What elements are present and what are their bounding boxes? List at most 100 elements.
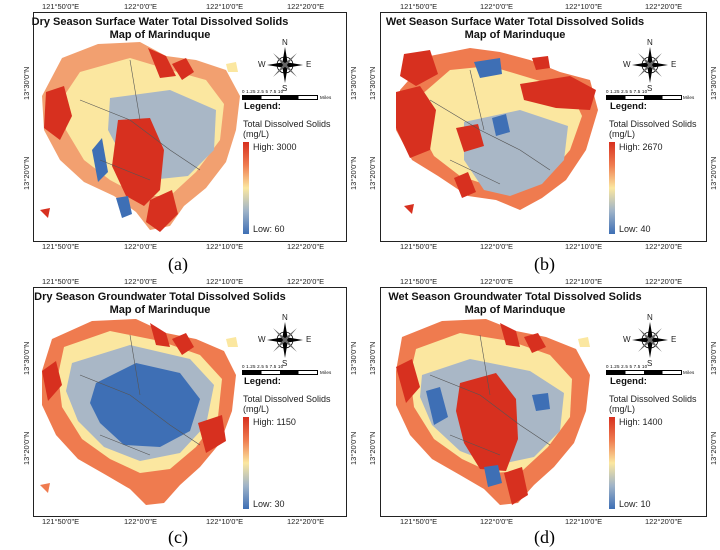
map-subtitle: Map of Marinduque bbox=[464, 29, 566, 41]
top-tick-4: 122°20'0"E bbox=[645, 277, 683, 286]
map-subtitle: Map of Marinduque bbox=[109, 304, 211, 316]
legend-line1: Total Dissolved Solids bbox=[243, 394, 331, 404]
legend-low: Low: 30 bbox=[253, 499, 285, 509]
bottom-tick-3: 122°10'0"E bbox=[206, 242, 244, 251]
scale-numbers: 0 1.25 2.5 5 7.5 10 bbox=[242, 364, 284, 369]
scale-numbers: 0 1.25 2.5 5 7.5 10 bbox=[606, 364, 648, 369]
bottom-tick-3: 122°10'0"E bbox=[206, 517, 244, 526]
bottom-tick-1: 121°50'0"E bbox=[42, 517, 80, 526]
zone-blue-south bbox=[484, 465, 502, 487]
islet-2 bbox=[404, 204, 414, 214]
islet-1 bbox=[532, 56, 550, 70]
legend-line1: Total Dissolved Solids bbox=[243, 119, 331, 129]
panel-label: (a) bbox=[168, 254, 188, 274]
zone-red-east bbox=[520, 76, 596, 110]
legend-title: Legend: bbox=[610, 101, 647, 112]
legend-high: High: 1400 bbox=[619, 417, 663, 427]
compass-icon bbox=[632, 47, 668, 83]
zone-red-north bbox=[500, 323, 520, 347]
legend-line2: (mg/L) bbox=[609, 129, 636, 139]
top-tick-3: 122°10'0"E bbox=[565, 2, 603, 11]
islet-2 bbox=[578, 337, 590, 347]
map-subtitle: Map of Marinduque bbox=[109, 29, 211, 41]
zone-red-west bbox=[42, 361, 62, 401]
top-tick-1: 121°50'0"E bbox=[42, 277, 80, 286]
zone-blue-south bbox=[116, 196, 132, 218]
compass-icon bbox=[632, 322, 668, 358]
legend-high: High: 2670 bbox=[619, 142, 663, 152]
zone-red-south bbox=[146, 190, 178, 232]
legend-low: Low: 40 bbox=[619, 224, 651, 234]
compass-s: S bbox=[647, 84, 653, 93]
scale-unit: Miles bbox=[683, 95, 695, 100]
legend-title: Legend: bbox=[244, 101, 281, 112]
panel-label: (c) bbox=[168, 527, 188, 547]
zone-red-east bbox=[198, 415, 226, 453]
bottom-tick-3: 122°10'0"E bbox=[565, 242, 603, 251]
zone-blue-center bbox=[90, 363, 200, 447]
zone-red-north bbox=[150, 323, 170, 347]
panel-b: 121°50'0"E 122°0'0"E 122°10'0"E 122°20'0… bbox=[360, 0, 720, 275]
legend-high: High: 1150 bbox=[253, 417, 296, 427]
legend-color-bar bbox=[243, 417, 249, 509]
legend-line2: (mg/L) bbox=[243, 129, 270, 139]
top-tick-3: 122°10'0"E bbox=[565, 277, 603, 286]
scale-bar bbox=[242, 370, 318, 375]
islet-1 bbox=[524, 333, 546, 353]
top-tick-2: 122°0'0"E bbox=[124, 277, 157, 286]
scale-unit: Miles bbox=[320, 95, 332, 100]
bottom-tick-3: 122°10'0"E bbox=[565, 517, 603, 526]
legend-low: Low: 60 bbox=[253, 224, 285, 234]
island-map bbox=[396, 319, 590, 505]
compass-n: N bbox=[282, 313, 288, 322]
bottom-tick-4: 122°20'0"E bbox=[645, 517, 683, 526]
top-tick-4: 122°20'0"E bbox=[287, 277, 325, 286]
roads bbox=[429, 334, 551, 456]
bottom-tick-1: 121°50'0"E bbox=[42, 242, 80, 251]
zone-red-center bbox=[112, 118, 164, 206]
island-map bbox=[40, 319, 238, 505]
legend-line2: (mg/L) bbox=[609, 404, 636, 414]
bottom-tick-4: 122°20'0"E bbox=[287, 242, 325, 251]
compass-s: S bbox=[282, 359, 288, 368]
top-tick-2: 122°0'0"E bbox=[480, 2, 513, 11]
bottom-tick-1: 121°50'0"E bbox=[400, 242, 438, 251]
scale-unit: Miles bbox=[320, 370, 332, 375]
roads bbox=[429, 69, 551, 185]
compass-n: N bbox=[647, 38, 653, 47]
compass-e: E bbox=[671, 335, 677, 344]
top-tick-1: 121°50'0"E bbox=[400, 2, 438, 11]
zone-red-north bbox=[148, 48, 176, 78]
legend-color-bar bbox=[609, 142, 615, 234]
island-map bbox=[396, 48, 598, 214]
compass-s: S bbox=[282, 84, 288, 93]
bottom-tick-2: 122°0'0"E bbox=[480, 517, 513, 526]
zone-red-west bbox=[396, 359, 420, 403]
compass-w: W bbox=[623, 60, 631, 69]
top-tick-1: 121°50'0"E bbox=[42, 2, 80, 11]
map-title: Wet Season Surface Water Total Dissolved… bbox=[385, 16, 645, 28]
legend-line1: Total Dissolved Solids bbox=[609, 394, 697, 404]
compass-s: S bbox=[647, 359, 653, 368]
zone-grey bbox=[464, 110, 568, 196]
zone-red-south bbox=[454, 172, 476, 198]
islet-3 bbox=[40, 208, 50, 218]
islet-3 bbox=[40, 483, 50, 493]
zone-red-west bbox=[44, 86, 72, 140]
bottom-tick-4: 122°20'0"E bbox=[287, 517, 325, 526]
scale-numbers: 0 1.25 2.5 5 7.5 10 bbox=[606, 89, 648, 94]
panel-a: 121°50'0"E 122°0'0"E 122°10'0"E 122°20'0… bbox=[0, 0, 360, 275]
panel-label: (b) bbox=[534, 254, 555, 274]
legend-color-bar bbox=[243, 142, 249, 234]
legend-line2: (mg/L) bbox=[243, 404, 270, 414]
map-title: Dry Season Groundwater Total Dissolved S… bbox=[34, 291, 286, 303]
top-tick-2: 122°0'0"E bbox=[124, 2, 157, 11]
top-tick-1: 121°50'0"E bbox=[400, 277, 438, 286]
panel-label: (d) bbox=[534, 527, 555, 547]
top-tick-4: 122°20'0"E bbox=[645, 2, 683, 11]
legend-title: Legend: bbox=[244, 376, 281, 387]
map-title: Wet Season Groundwater Total Dissolved S… bbox=[388, 291, 642, 303]
scale-unit: Miles bbox=[683, 370, 695, 375]
zone-blue-west bbox=[426, 387, 448, 425]
scale-numbers: 0 1.25 2.5 5 7.5 10 bbox=[242, 89, 284, 94]
